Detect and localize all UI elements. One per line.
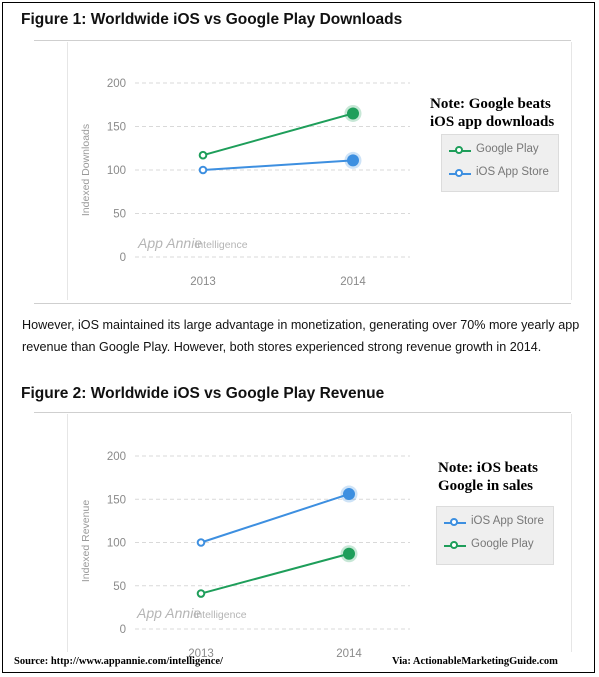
series-line bbox=[202, 159, 354, 171]
figure1-chart: 0 50 100 150 200 Indexed Downloads 2013 2014 App… bbox=[80, 78, 410, 288]
series-line bbox=[200, 552, 350, 595]
figure1-legend: Google Play iOS App Store bbox=[441, 134, 559, 192]
y-tick-label: 150 bbox=[107, 494, 126, 506]
figure1-top-rule bbox=[34, 40, 571, 41]
figure2-note: Note: iOS beats Google in sales bbox=[438, 459, 538, 495]
legend-marker bbox=[455, 146, 463, 154]
figure1-right-border bbox=[571, 42, 572, 300]
legend-marker bbox=[450, 518, 458, 526]
legend-marker bbox=[455, 169, 463, 177]
y-tick-label: 150 bbox=[107, 122, 126, 134]
data-point bbox=[198, 165, 208, 175]
legend-label: iOS App Store bbox=[471, 515, 544, 527]
data-point bbox=[343, 488, 355, 501]
body-paragraph: However, iOS maintained its large advant… bbox=[22, 318, 580, 354]
figure1-bottom-rule bbox=[34, 303, 571, 304]
y-tick-label: 50 bbox=[113, 209, 126, 221]
legend-label: iOS App Store bbox=[476, 166, 549, 178]
data-point bbox=[196, 538, 206, 547]
x-tick-label: 2014 bbox=[336, 648, 362, 660]
data-point bbox=[347, 107, 359, 120]
data-point bbox=[198, 150, 208, 160]
y-tick-label: 50 bbox=[113, 581, 126, 593]
series-line bbox=[200, 493, 350, 544]
y-tick-label: 0 bbox=[120, 252, 126, 264]
source-footer: Source: http://www.appannie.com/intellig… bbox=[14, 656, 223, 667]
legend-label: Google Play bbox=[476, 143, 539, 155]
watermark-sub: intelligence bbox=[194, 609, 247, 621]
legend-label: Google Play bbox=[471, 538, 534, 550]
watermark-sub: intelligence bbox=[195, 239, 248, 251]
y-tick-label: 0 bbox=[120, 624, 126, 636]
figure1-left-border bbox=[67, 42, 68, 300]
series-line bbox=[202, 112, 354, 157]
data-point bbox=[347, 154, 359, 167]
x-tick-label: 2013 bbox=[190, 276, 216, 288]
data-point bbox=[196, 589, 206, 598]
via-footer: Via: ActionableMarketingGuide.com bbox=[392, 656, 558, 667]
y-axis-label: Indexed Downloads bbox=[80, 124, 92, 216]
y-tick-label: 200 bbox=[107, 78, 126, 90]
legend-marker bbox=[450, 541, 458, 549]
legend-item-ios-app-store: iOS App Store bbox=[437, 514, 553, 534]
y-tick-label: 100 bbox=[107, 165, 126, 177]
watermark-brand: App Annie bbox=[137, 235, 202, 251]
figure1-note-line2: iOS app downloads bbox=[430, 114, 555, 130]
data-point bbox=[343, 547, 355, 560]
figure1-note: Note: Google beats iOS app downloads bbox=[430, 95, 554, 131]
figure2-right-border bbox=[571, 414, 572, 652]
x-tick-label: 2014 bbox=[340, 276, 366, 288]
legend-item-google-play: Google Play bbox=[437, 537, 553, 557]
watermark-brand: App Annie bbox=[136, 605, 201, 621]
figure1-note-line1: Note: Google beats bbox=[430, 96, 551, 112]
figure2-note-line1: Note: iOS beats bbox=[438, 460, 538, 476]
figure2-note-line2: Google in sales bbox=[438, 478, 534, 494]
y-tick-label: 200 bbox=[107, 451, 126, 463]
figure2-title: Figure 2: Worldwide iOS vs Google Play R… bbox=[21, 385, 385, 402]
figure2-top-rule bbox=[34, 412, 571, 413]
y-tick-label: 100 bbox=[107, 538, 126, 550]
x-tick-label: 2013 bbox=[188, 648, 214, 660]
legend-item-google-play: Google Play bbox=[442, 142, 558, 162]
y-axis-label: Indexed Revenue bbox=[80, 500, 92, 582]
legend-item-ios-app-store: iOS App Store bbox=[442, 165, 558, 185]
figure2-legend: iOS App Store Google Play bbox=[436, 506, 554, 565]
figure1-title: Figure 1: Worldwide iOS vs Google Play D… bbox=[21, 11, 403, 28]
figure2-left-border bbox=[67, 414, 68, 652]
